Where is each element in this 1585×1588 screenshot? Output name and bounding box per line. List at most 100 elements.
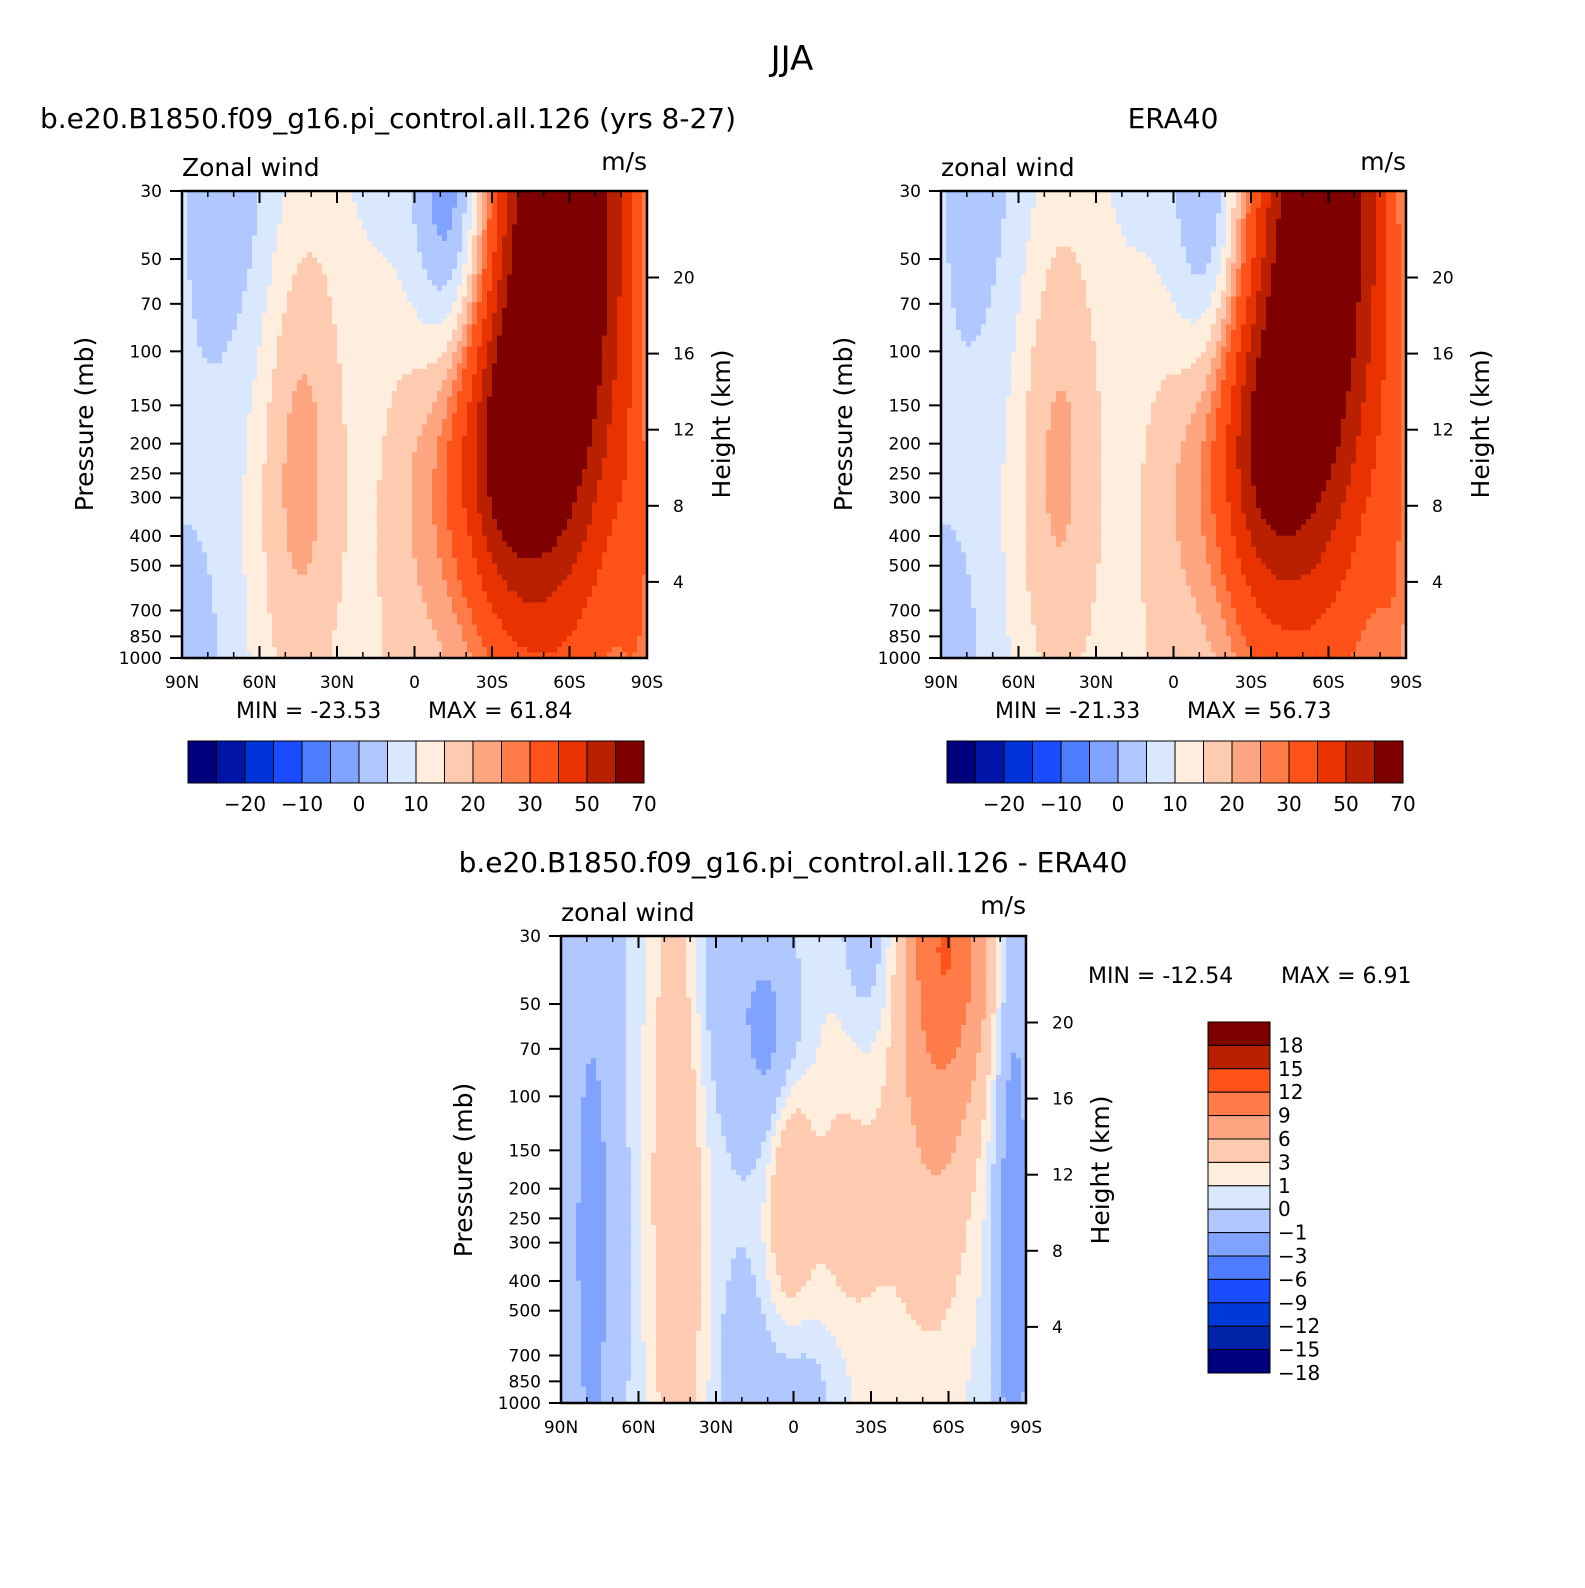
contour-cell [182, 246, 188, 253]
contour-cell [577, 202, 583, 209]
contour-cell [612, 446, 618, 453]
contour-cell [632, 302, 638, 309]
contour-cell [637, 313, 643, 320]
contour-cell [287, 241, 293, 248]
contour-cell [307, 452, 313, 459]
contour-cell [332, 474, 338, 481]
contour-cell [212, 196, 218, 203]
contour-cell [532, 357, 538, 364]
contour-cell [497, 191, 503, 198]
contour-cell [307, 263, 313, 270]
contour-cell [347, 213, 353, 220]
contour-cell [257, 474, 263, 481]
contour-cell [297, 346, 303, 353]
contour-cell [207, 241, 213, 248]
contour-cell [377, 430, 383, 437]
contour-cell [577, 346, 583, 353]
contour-cell [457, 357, 463, 364]
contour-cell [612, 335, 618, 342]
contour-cell [372, 424, 378, 431]
contour-cell [237, 391, 243, 398]
contour-cell [387, 396, 393, 403]
contour-cell [637, 257, 643, 264]
contour-cell [342, 457, 348, 465]
contour-cell [442, 302, 448, 309]
contour-cell [312, 207, 318, 214]
contour-cell [402, 474, 408, 481]
contour-cell [257, 274, 263, 281]
contour-cell [417, 457, 423, 465]
contour-cell [497, 229, 503, 237]
contour-cell [202, 318, 208, 326]
contour-cell [562, 241, 568, 248]
contour-cell [267, 391, 273, 398]
contour-cell [327, 335, 333, 342]
contour-cell [497, 396, 503, 403]
contour-cell [487, 207, 493, 214]
contour-cell [537, 252, 543, 259]
contour-cell [357, 446, 363, 453]
contour-cell [182, 318, 188, 326]
contour-cell [207, 380, 213, 387]
contour-cell [227, 463, 233, 470]
contour-cell [282, 474, 288, 481]
contour-cell [537, 435, 543, 442]
contour-cell [487, 263, 493, 270]
contour-cell [587, 396, 593, 403]
contour-cell [477, 457, 483, 465]
contour-cell [507, 363, 513, 370]
contour-cell [312, 218, 318, 225]
contour-cell [397, 218, 403, 225]
contour-cell [392, 374, 398, 381]
contour-cell [312, 441, 318, 448]
contour-cell [512, 318, 518, 326]
contour-cell [562, 418, 568, 426]
contour-cell [497, 341, 503, 348]
contour-cell [587, 474, 593, 481]
contour-cell [612, 391, 618, 398]
contour-cell [357, 413, 363, 420]
contour-cell [442, 391, 448, 398]
contour-cell [532, 457, 538, 465]
contour-cell [612, 274, 618, 281]
contour-cell [502, 435, 508, 442]
contour-cell [497, 296, 503, 303]
contour-cell [427, 341, 433, 348]
contour-cell [402, 457, 408, 465]
contour-cell [392, 279, 398, 287]
contour-cell [347, 329, 353, 337]
contour-cell [407, 474, 413, 481]
contour-cell [212, 202, 218, 209]
contour-cell [442, 446, 448, 453]
contour-cell [567, 252, 573, 259]
contour-cell [397, 374, 403, 381]
contour-cell [492, 446, 498, 453]
contour-cell [382, 418, 388, 426]
contour-cell [192, 324, 198, 331]
contour-cell [382, 229, 388, 237]
contour-cell [387, 285, 393, 292]
contour-cell [402, 274, 408, 281]
contour-cell [207, 352, 213, 359]
contour-cell [477, 463, 483, 470]
contour-cell [267, 368, 273, 376]
contour-cell [362, 435, 368, 442]
contour-cell [242, 268, 248, 275]
contour-cell [642, 452, 647, 459]
contour-cell [372, 268, 378, 275]
contour-cell [367, 474, 373, 481]
contour-cell [547, 380, 553, 387]
contour-cell [332, 224, 338, 231]
contour-cell [637, 468, 643, 476]
contour-cell [532, 335, 538, 342]
contour-cell [327, 263, 333, 270]
contour-cell [512, 329, 518, 337]
contour-cell [217, 446, 223, 453]
contour-cell [532, 413, 538, 420]
contour-cell [577, 235, 583, 242]
contour-cell [432, 268, 438, 275]
contour-cell [357, 380, 363, 387]
contour-cell [332, 352, 338, 359]
contour-cell [607, 441, 613, 448]
contour-cell [297, 485, 303, 492]
